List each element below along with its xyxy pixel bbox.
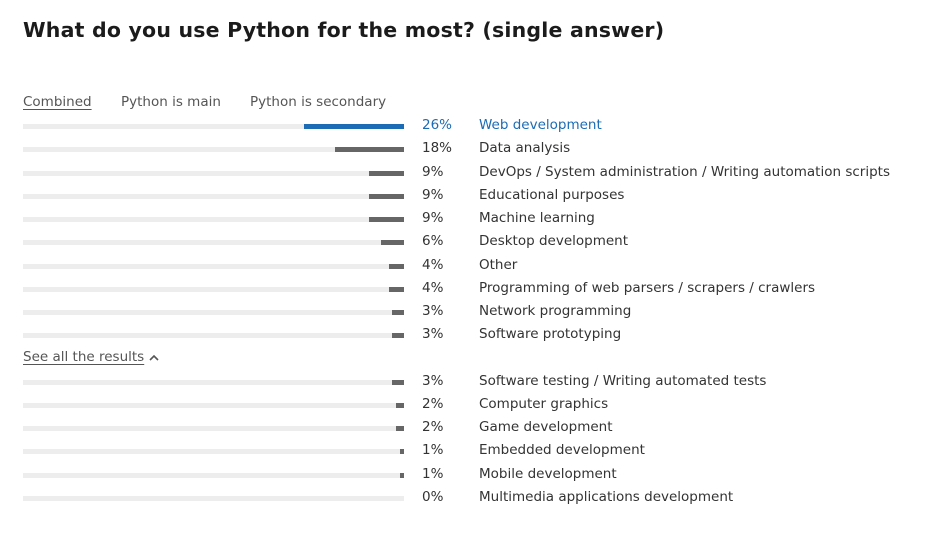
bar-row-other: 4% Other [0,256,930,276]
category-label: Software prototyping [479,326,622,342]
category-label: Web development [479,117,602,133]
see-all-results-link[interactable]: See all the results [23,349,159,365]
category-label: Multimedia applications development [479,489,734,505]
bar [392,310,404,315]
tab-python-is-main[interactable]: Python is main [121,94,221,110]
bar-track [23,124,404,129]
bar-row-web-development: 26% Web development [0,116,930,136]
category-label: Embedded development [479,442,645,458]
bar [400,449,404,454]
category-label: Educational purposes [479,187,625,203]
bar-row-desktop-development: 6% Desktop development [0,232,930,252]
data-label: 9% [422,187,444,203]
bar [396,403,404,408]
data-label: 0% [422,489,444,505]
data-label: 4% [422,280,444,296]
bar-row-embedded-development: 1% Embedded development [0,441,930,461]
category-label: Computer graphics [479,396,609,412]
bar-row-devops-system-administration-writing-automation-scripts: 9% DevOps / System administration / Writi… [0,163,930,183]
category-label: Network programming [479,303,632,319]
bar-row-software-prototyping: 3% Software prototyping [0,325,930,345]
bar-row-software-testing-writing-automated-tests: 3% Software testing / Writing automated t… [0,372,930,392]
bar-row-network-programming: 3% Network programming [0,302,930,322]
bar [369,194,404,199]
bar-track [23,147,404,152]
category-label: Other [479,257,518,273]
bar-track [23,287,404,292]
bar-track [23,426,404,431]
bar-track [23,217,404,222]
see-all-results-label: See all the results [23,349,145,365]
data-label: 2% [422,419,444,435]
bar-row-programming-of-web-parsers-scrapers-crawlers: 4% Programming of web parsers / scrapers … [0,279,930,299]
bar-track [23,380,404,385]
bar-track [23,194,404,199]
chevron-up-icon [149,354,159,361]
category-label: Data analysis [479,140,571,156]
bar-row-data-analysis: 18% Data analysis [0,139,930,159]
bar [392,380,404,385]
bar [380,240,404,245]
bar-track [23,473,404,478]
bar-track [23,240,404,245]
data-label: 1% [422,442,444,458]
bar [400,473,404,478]
bar [334,147,404,152]
data-label: 4% [422,257,444,273]
data-label: 9% [422,164,444,180]
category-label: Mobile development [479,466,617,482]
bar-row-computer-graphics: 2% Computer graphics [0,395,930,415]
bar-row-multimedia-applications-development: 0% Multimedia applications development [0,488,930,508]
bar-track [23,403,404,408]
category-label: DevOps / System administration / Writing… [479,164,890,180]
bar-track [23,264,404,269]
category-label: Machine learning [479,210,595,226]
category-label: Desktop development [479,233,629,249]
bar-row-machine-learning: 9% Machine learning [0,209,930,229]
data-label: 3% [422,373,444,389]
data-label: 1% [422,466,444,482]
bar-track [23,310,404,315]
bar-row-mobile-development: 1% Mobile development [0,465,930,485]
bar-row-game-development: 2% Game development [0,418,930,438]
bar [396,426,404,431]
data-label: 9% [422,210,444,226]
data-label: 18% [422,140,453,156]
category-label: Programming of web parsers / scrapers / … [479,280,816,296]
bar [388,264,404,269]
bar [304,124,404,129]
data-label: 6% [422,233,444,249]
bar-track [23,496,404,501]
data-label: 3% [422,326,444,342]
bar [369,171,404,176]
bar-row-educational-purposes: 9% Educational purposes [0,186,930,206]
bar-track [23,449,404,454]
bar-track [23,171,404,176]
tab-python-is-secondary[interactable]: Python is secondary [250,94,387,110]
tab-combined[interactable]: Combined [23,94,92,110]
category-label: Game development [479,419,613,435]
data-label: 3% [422,303,444,319]
category-label: Software testing / Writing automated tes… [479,373,767,389]
bar [388,287,404,292]
bar [369,217,404,222]
chart-title: What do you use Python for the most? (si… [23,18,665,42]
data-label: 26% [422,117,453,133]
data-label: 2% [422,396,444,412]
bar-track [23,333,404,338]
bar [392,333,404,338]
